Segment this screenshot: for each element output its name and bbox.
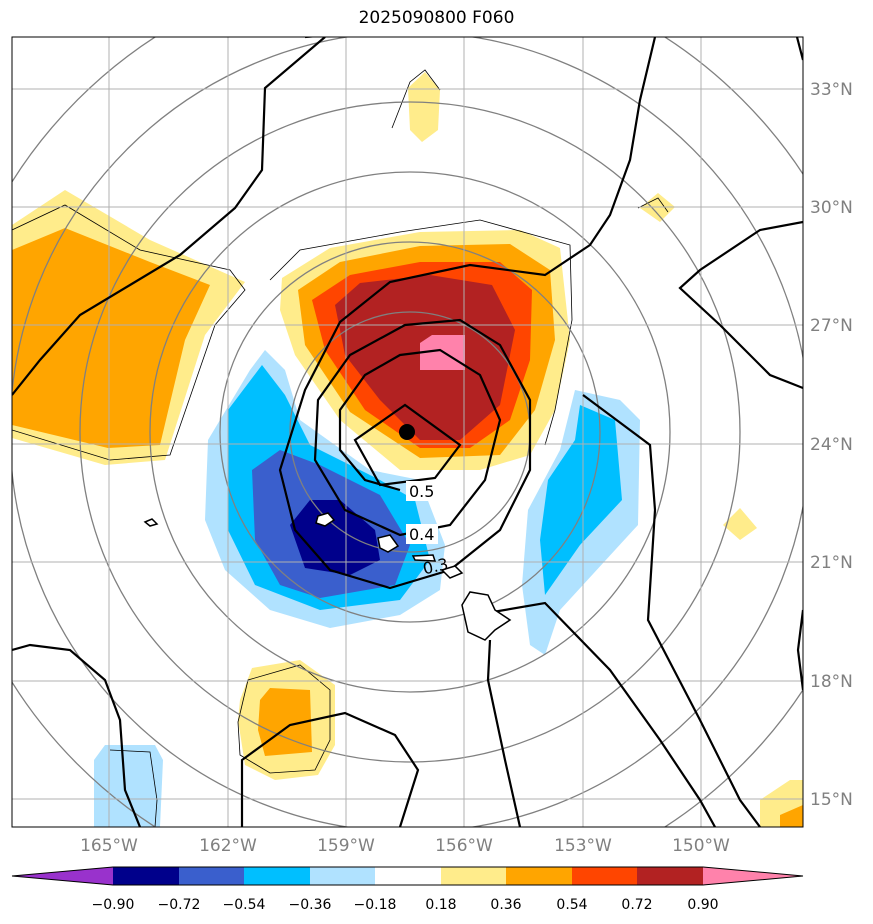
colorbar-seg-3 (244, 867, 310, 885)
range-circles (12, 37, 803, 827)
lon-labels: 165°W 162°W 159°W 156°W 153°W 150°W (80, 836, 730, 856)
lat-label-21n: 21°N (810, 553, 853, 573)
lat-label-18n: 18°N (810, 672, 853, 692)
anomaly-e-yellow (723, 508, 757, 540)
cb-tick-9: 0.90 (687, 897, 718, 913)
colorbar-seg-4 (310, 867, 375, 885)
colorbar-seg-8 (572, 867, 637, 885)
colorbar-seg-1 (113, 867, 179, 885)
lat-label-33n: 33°N (810, 80, 853, 100)
colorbar-ticks: −0.90 −0.72 −0.54 −0.36 −0.18 0.18 0.36 … (92, 897, 719, 913)
colorbar-seg-2 (179, 867, 244, 885)
colorbar-seg-7 (506, 867, 572, 885)
lat-label-30n: 30°N (810, 198, 853, 218)
storm-center-marker (399, 424, 415, 440)
colorbar-seg-0 (12, 867, 113, 885)
colorbar-seg-5 (375, 867, 441, 885)
thin-contours (12, 69, 669, 827)
contour-label-0-4: 0.4 (409, 525, 434, 544)
lon-label-159w: 159°W (317, 836, 375, 856)
anomaly-neg-navy (290, 500, 380, 575)
cb-tick-0: −0.90 (92, 897, 135, 913)
colorbar-seg-10 (703, 867, 803, 885)
cb-tick-1: −0.72 (158, 897, 201, 913)
lon-label-156w: 156°W (435, 836, 493, 856)
colorbar (11, 866, 804, 886)
colorbar-seg-9 (637, 867, 703, 885)
cb-tick-6: 0.36 (490, 897, 521, 913)
hawaii-islands (143, 512, 512, 641)
lat-label-27n: 27°N (810, 316, 853, 336)
map-title: 2025090800 F060 (358, 8, 515, 28)
lat-labels: 33°N 30°N 27°N 24°N 21°N 18°N 15°N (810, 80, 853, 810)
cb-tick-3: −0.36 (289, 897, 332, 913)
lon-label-162w: 162°W (199, 836, 257, 856)
lat-label-24n: 24°N (810, 435, 853, 455)
map-frame (11, 36, 804, 828)
lon-label-153w: 153°W (554, 836, 612, 856)
shaded-anomalies (12, 72, 803, 827)
lon-label-150w: 150°W (672, 836, 730, 856)
lon-label-165w: 165°W (80, 836, 138, 856)
cb-tick-5: 0.18 (425, 897, 456, 913)
cb-tick-8: 0.72 (621, 897, 652, 913)
thick-contours (12, 37, 803, 827)
cb-tick-4: −0.18 (354, 897, 397, 913)
colorbar-outline (11, 866, 804, 886)
contour-label-0-3: 0.3 (421, 554, 450, 578)
contour-label-0-5: 0.5 (409, 482, 434, 501)
anomaly-se-orange (780, 805, 803, 827)
anomaly-north-yellow (408, 72, 440, 142)
lat-label-15n: 15°N (810, 790, 853, 810)
anomaly-sw-lightblue (94, 745, 163, 827)
colorbar-seg-6 (441, 867, 506, 885)
cb-tick-2: −0.54 (223, 897, 266, 913)
anomaly-west-orange (12, 228, 210, 448)
grid-lines (12, 37, 803, 827)
cb-tick-7: 0.54 (556, 897, 587, 913)
contour-label-group: 0.5 0.4 0.3 (406, 481, 450, 578)
